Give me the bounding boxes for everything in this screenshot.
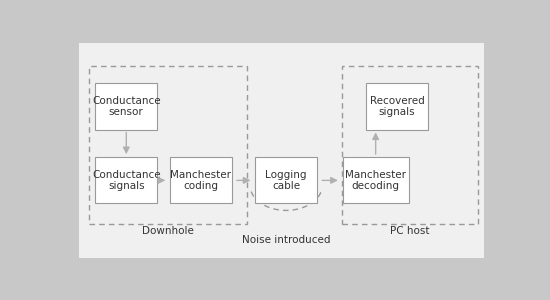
Text: Noise introduced: Noise introduced — [242, 236, 331, 245]
Text: Recovered
signals: Recovered signals — [370, 96, 425, 117]
Text: Downhole: Downhole — [142, 226, 194, 236]
FancyBboxPatch shape — [366, 83, 428, 130]
FancyBboxPatch shape — [79, 43, 485, 258]
Text: Manchester
decoding: Manchester decoding — [345, 169, 406, 191]
FancyBboxPatch shape — [255, 157, 317, 203]
Text: Logging
cable: Logging cable — [266, 169, 307, 191]
FancyBboxPatch shape — [95, 83, 157, 130]
Text: PC host: PC host — [390, 226, 430, 236]
Text: Conductance
sensor: Conductance sensor — [92, 96, 161, 117]
Text: Conductance
signals: Conductance signals — [92, 169, 161, 191]
FancyBboxPatch shape — [170, 157, 232, 203]
FancyBboxPatch shape — [95, 157, 157, 203]
Text: Manchester
coding: Manchester coding — [170, 169, 232, 191]
FancyBboxPatch shape — [343, 157, 409, 203]
